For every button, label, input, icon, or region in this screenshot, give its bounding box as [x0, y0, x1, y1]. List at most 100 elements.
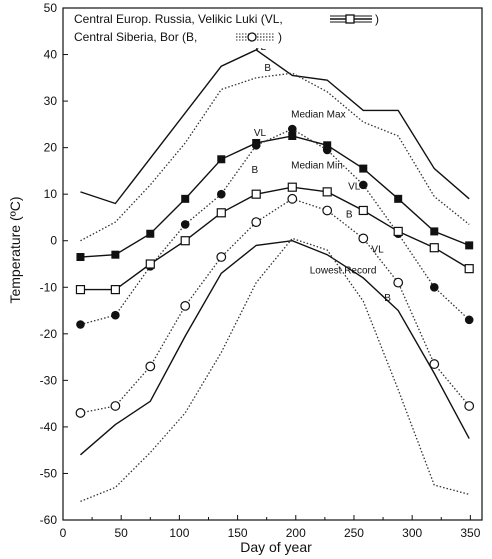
x-tick-label-5: 250 [344, 526, 364, 540]
annotation-4: VL [254, 128, 267, 139]
annotation-9: VL [371, 244, 384, 255]
series-line-5 [80, 198, 470, 414]
point-2-6 [288, 132, 297, 140]
series-0 [80, 49, 470, 205]
point-4-8 [358, 205, 368, 216]
y-tick-label-0: -60 [40, 513, 58, 527]
point-2-10 [430, 227, 439, 236]
series-3 [76, 124, 474, 329]
annotation-11: B [384, 293, 391, 304]
series-line-7 [80, 237, 470, 502]
series-4 [75, 182, 474, 295]
series-line-3 [80, 128, 470, 326]
point-4-4 [216, 208, 226, 218]
x-tick-label-7: 350 [460, 526, 480, 540]
point-2-0 [76, 253, 85, 262]
point-4-11 [464, 264, 474, 274]
x-tick-label-0: 0 [60, 526, 67, 540]
annotation-10: Lowest Record [310, 265, 377, 276]
y-tick-label-5: -10 [40, 280, 58, 294]
y-tick-label-8: 20 [44, 141, 58, 155]
plot-frame [62, 7, 483, 521]
point-2-2 [146, 229, 155, 238]
series-1 [80, 72, 470, 242]
series-5 [75, 193, 475, 418]
point-3-0 [76, 320, 85, 329]
legend-swatch-vl-square [345, 14, 355, 24]
annotation-2: B [264, 63, 271, 74]
point-4-0 [75, 285, 86, 295]
annotation-3: Median Max [291, 109, 345, 120]
y-tick-label-10: 40 [44, 48, 58, 62]
point-5-4 [216, 252, 227, 262]
series-line-2 [80, 135, 470, 258]
x-tick-label-6: 300 [402, 526, 422, 540]
y-tick-label-3: -30 [40, 373, 58, 387]
x-tick-label-4: 200 [286, 526, 306, 540]
legend-entry-vl: Central Europ. Russia, Velikic Luki (VL,… [74, 12, 379, 26]
legend-suffix-b: ) [278, 30, 282, 44]
series-line-4 [80, 186, 470, 291]
point-5-6 [287, 193, 298, 204]
point-2-4 [217, 155, 226, 164]
x-tick-label-2: 100 [169, 526, 189, 540]
point-2-9 [394, 194, 403, 203]
point-5-3 [180, 300, 191, 311]
series-line-1 [80, 72, 470, 242]
y-tick-label-6: 0 [50, 234, 57, 248]
series-line-0 [80, 49, 470, 205]
legend-entry-b: Central Siberia, Bor (B, ) [74, 30, 282, 44]
point-4-1 [110, 285, 120, 295]
point-3-11 [464, 315, 474, 325]
legend-suffix-vl: ) [375, 12, 379, 26]
annotation-6: Median Min [291, 161, 343, 172]
point-5-9 [393, 277, 404, 288]
point-5-5 [251, 217, 262, 228]
y-tick-label-2: -40 [40, 420, 58, 434]
point-2-7 [323, 141, 332, 150]
series-7 [80, 237, 470, 502]
point-5-0 [75, 408, 86, 418]
y-axis-title: Temperature (ºC) [7, 196, 23, 303]
legend-swatch-b-circle [247, 32, 257, 42]
point-3-4 [216, 189, 226, 199]
series-6 [79, 240, 470, 456]
x-tick-label-3: 150 [228, 526, 248, 540]
point-5-8 [358, 233, 369, 244]
series-line-6 [79, 240, 470, 456]
point-4-9 [393, 226, 403, 237]
legend-label-b: Central Siberia, Bor (B, [74, 30, 197, 44]
point-4-5 [251, 189, 261, 199]
point-5-10 [429, 359, 440, 369]
x-axis-title: Day of year [240, 539, 312, 555]
y-tick-label-9: 30 [44, 94, 58, 108]
point-2-1 [111, 250, 120, 259]
point-2-8 [359, 164, 368, 173]
y-tick-label-1: -50 [40, 466, 58, 480]
point-5-7 [322, 205, 333, 216]
point-2-3 [181, 194, 190, 203]
annotation-7: VL [348, 182, 361, 193]
point-3-10 [429, 282, 439, 292]
series-2 [76, 132, 474, 262]
y-tick-label-7: 10 [44, 187, 58, 201]
point-3-7 [322, 145, 332, 155]
annotation-5: B [252, 165, 259, 176]
plot-area [62, 7, 483, 521]
point-4-3 [180, 236, 190, 246]
point-5-2 [145, 361, 156, 372]
y-tick-label-4: -20 [40, 327, 58, 341]
point-2-11 [465, 241, 474, 250]
legend-label-vl: Central Europ. Russia, Velikic Luki (VL, [74, 12, 283, 26]
annotation-8: B [346, 209, 353, 220]
point-4-10 [429, 243, 439, 253]
point-3-5 [251, 141, 261, 150]
point-3-3 [180, 220, 190, 229]
y-tick-label-11: 50 [44, 1, 58, 15]
point-3-1 [111, 310, 120, 320]
point-5-11 [464, 401, 475, 411]
point-4-7 [322, 187, 332, 197]
point-5-1 [110, 401, 121, 411]
point-3-8 [358, 180, 368, 190]
